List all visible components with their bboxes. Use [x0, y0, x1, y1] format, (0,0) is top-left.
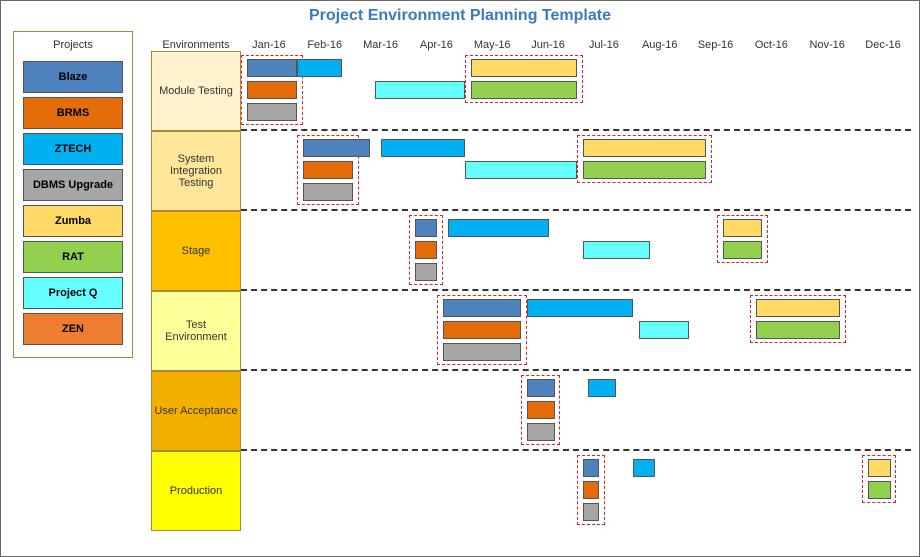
gantt-bar-brms	[303, 161, 353, 179]
gantt-bar-dbms	[303, 183, 353, 201]
gantt-bar-dbms	[583, 503, 600, 521]
month-label: Dec-16	[855, 31, 911, 51]
gantt-bar-dbms	[443, 343, 521, 361]
legend-item-blaze: Blaze	[23, 61, 123, 93]
legend-item-ztech: ZTECH	[23, 133, 123, 165]
legend-item-dbms: DBMS Upgrade	[23, 169, 123, 201]
gantt-bar-dbms	[247, 103, 297, 121]
chart-title: Project Environment Planning Template	[1, 1, 919, 31]
env-cell-sit: System Integration Testing	[151, 131, 241, 211]
environments-column: Environments Module TestingSystem Integr…	[151, 31, 241, 531]
gantt-bar-rat	[583, 161, 706, 179]
gantt-bar-ztech	[297, 59, 342, 77]
timeline-row-test	[241, 291, 911, 371]
gantt-bar-ztech	[381, 139, 465, 157]
gantt-bar-zumba	[723, 219, 762, 237]
gantt-bar-dbms	[415, 263, 437, 281]
gantt-bar-blaze	[415, 219, 437, 237]
env-cell-module: Module Testing	[151, 51, 241, 131]
gantt-bar-rat	[756, 321, 840, 339]
gantt-bar-ztech	[527, 299, 633, 317]
month-label: May-16	[464, 31, 520, 51]
gantt-bar-brms	[443, 321, 521, 339]
gantt-bar-projq	[465, 161, 577, 179]
month-label: Oct-16	[743, 31, 799, 51]
gantt-bar-projq	[639, 321, 689, 339]
gantt-bar-zumba	[868, 459, 890, 477]
chart-container: Project Environment Planning Template Pr…	[0, 0, 920, 557]
gantt-bar-ztech	[633, 459, 655, 477]
gantt-bar-rat	[471, 81, 577, 99]
gantt-bar-zumba	[471, 59, 577, 77]
month-label: Jul-16	[576, 31, 632, 51]
legend-item-projq: Project Q	[23, 277, 123, 309]
timeline-header: Jan-16Feb-16Mar-16Apr-16May-16Jun-16Jul-…	[241, 31, 911, 51]
gantt-bar-rat	[868, 481, 890, 499]
projects-legend: Projects Blaze BRMS ZTECH DBMS Upgrade Zumba…	[13, 31, 133, 358]
month-label: Feb-16	[297, 31, 353, 51]
timeline-row-uat	[241, 371, 911, 451]
gantt-bar-rat	[723, 241, 762, 259]
gantt-bar-blaze	[443, 299, 521, 317]
legend-item-zumba: Zumba	[23, 205, 123, 237]
timeline-body	[241, 51, 911, 531]
timeline-row-sit	[241, 131, 911, 211]
gantt-bar-projq	[375, 81, 465, 99]
gantt-bar-blaze	[583, 459, 600, 477]
env-cell-prod: Production	[151, 451, 241, 531]
gantt-bar-blaze	[303, 139, 370, 157]
env-cell-stage: Stage	[151, 211, 241, 291]
gantt-bar-dbms	[527, 423, 555, 441]
gantt-bar-blaze	[527, 379, 555, 397]
gantt-bar-projq	[583, 241, 650, 259]
timeline-row-prod	[241, 451, 911, 531]
gantt-bar-zumba	[583, 139, 706, 157]
month-label: Jun-16	[520, 31, 576, 51]
legend-item-rat: RAT	[23, 241, 123, 273]
environments-header: Environments	[151, 31, 241, 51]
legend-item-zen: ZEN	[23, 313, 123, 345]
env-cell-uat: User Acceptance	[151, 371, 241, 451]
gantt-bar-ztech	[448, 219, 549, 237]
legend-title: Projects	[18, 36, 128, 57]
gantt-bar-blaze	[247, 59, 297, 77]
month-label: Nov-16	[799, 31, 855, 51]
month-label: Apr-16	[408, 31, 464, 51]
gantt-bar-brms	[527, 401, 555, 419]
timeline-row-stage	[241, 211, 911, 291]
legend-item-brms: BRMS	[23, 97, 123, 129]
timeline-row-module	[241, 51, 911, 131]
gantt-bar-brms	[247, 81, 297, 99]
gantt-bar-zumba	[756, 299, 840, 317]
month-label: Jan-16	[241, 31, 297, 51]
env-cell-test: Test Environment	[151, 291, 241, 371]
month-label: Sep-16	[688, 31, 744, 51]
gantt-bar-brms	[583, 481, 600, 499]
gantt-bar-ztech	[588, 379, 616, 397]
month-label: Aug-16	[632, 31, 688, 51]
gantt-bar-brms	[415, 241, 437, 259]
month-label: Mar-16	[353, 31, 409, 51]
